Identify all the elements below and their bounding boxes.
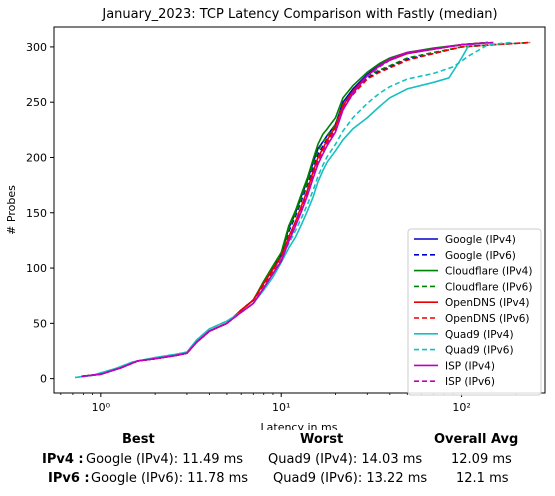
legend: Google (IPv4) Google (IPv6) Cloudflare (IP…	[407, 228, 542, 396]
chart-title: January_2023: TCP Latency Comparison wit…	[101, 7, 497, 22]
series-line-cloudflare-ipv6	[81, 41, 531, 378]
y-axis: 0 50 100 150 200 250 300	[26, 41, 54, 386]
legend-label: Google (IPv6)	[445, 250, 516, 262]
stats-ipv6-worst: Quad9 (IPv6): 13.22 ms	[273, 471, 428, 486]
x-tick-label: 10²	[452, 401, 470, 414]
stats-ipv4-avg: 12.09 ms	[451, 452, 512, 467]
legend-label: OpenDNS (IPv4)	[445, 297, 530, 309]
x-axis: 10⁰ 10¹ 10²	[60, 393, 517, 414]
latency-chart: January_2023: TCP Latency Comparison wit…	[5, 7, 546, 430]
y-tick-label: 150	[26, 207, 47, 220]
stats-ipv4-worst: Quad9 (IPv4): 14.03 ms	[268, 452, 423, 467]
series-line-quad9-ipv6	[75, 41, 512, 379]
stats-header-best: Best	[122, 432, 155, 447]
plot-lines	[75, 41, 531, 379]
y-axis-label: # Probes	[5, 185, 18, 235]
legend-label: Quad9 (IPv4)	[445, 329, 514, 341]
legend-label: Google (IPv4)	[445, 234, 516, 246]
legend-frame	[407, 228, 542, 396]
y-tick-label: 100	[26, 262, 47, 275]
legend-label: Quad9 (IPv6)	[445, 345, 514, 357]
y-tick-label: 250	[26, 96, 47, 109]
stats-header-worst: Worst	[300, 432, 344, 447]
stats-ipv6-avg: 12.1 ms	[456, 471, 509, 486]
y-tick-label: 200	[26, 151, 47, 164]
y-tick-label: 0	[40, 373, 47, 386]
legend-label: Cloudflare (IPv4)	[445, 266, 532, 278]
y-tick-label: 50	[33, 317, 47, 330]
series-line-isp-ipv6	[81, 41, 494, 378]
plot-frame	[53, 26, 546, 394]
x-tick-label: 10¹	[272, 401, 290, 414]
stats-ipv4-best: Google (IPv4): 11.49 ms	[86, 452, 244, 467]
legend-label: ISP (IPv4)	[445, 360, 495, 372]
legend-label: Cloudflare (IPv6)	[445, 281, 532, 293]
stats-row-label-ipv4: IPv4 :	[42, 452, 84, 467]
stats-row-label-ipv6: IPv6 :	[48, 471, 90, 486]
series-line-quad9-ipv4	[75, 41, 489, 379]
y-tick-label: 300	[26, 41, 47, 54]
stats-ipv6-best: Google (IPv6): 11.78 ms	[91, 471, 249, 486]
stats-header-overall: Overall Avg	[434, 432, 519, 447]
legend-label: ISP (IPv6)	[445, 376, 495, 388]
legend-label: OpenDNS (IPv6)	[445, 313, 530, 325]
x-tick-label: 10⁰	[92, 401, 111, 414]
x-axis-label: Latency in ms	[261, 421, 338, 430]
